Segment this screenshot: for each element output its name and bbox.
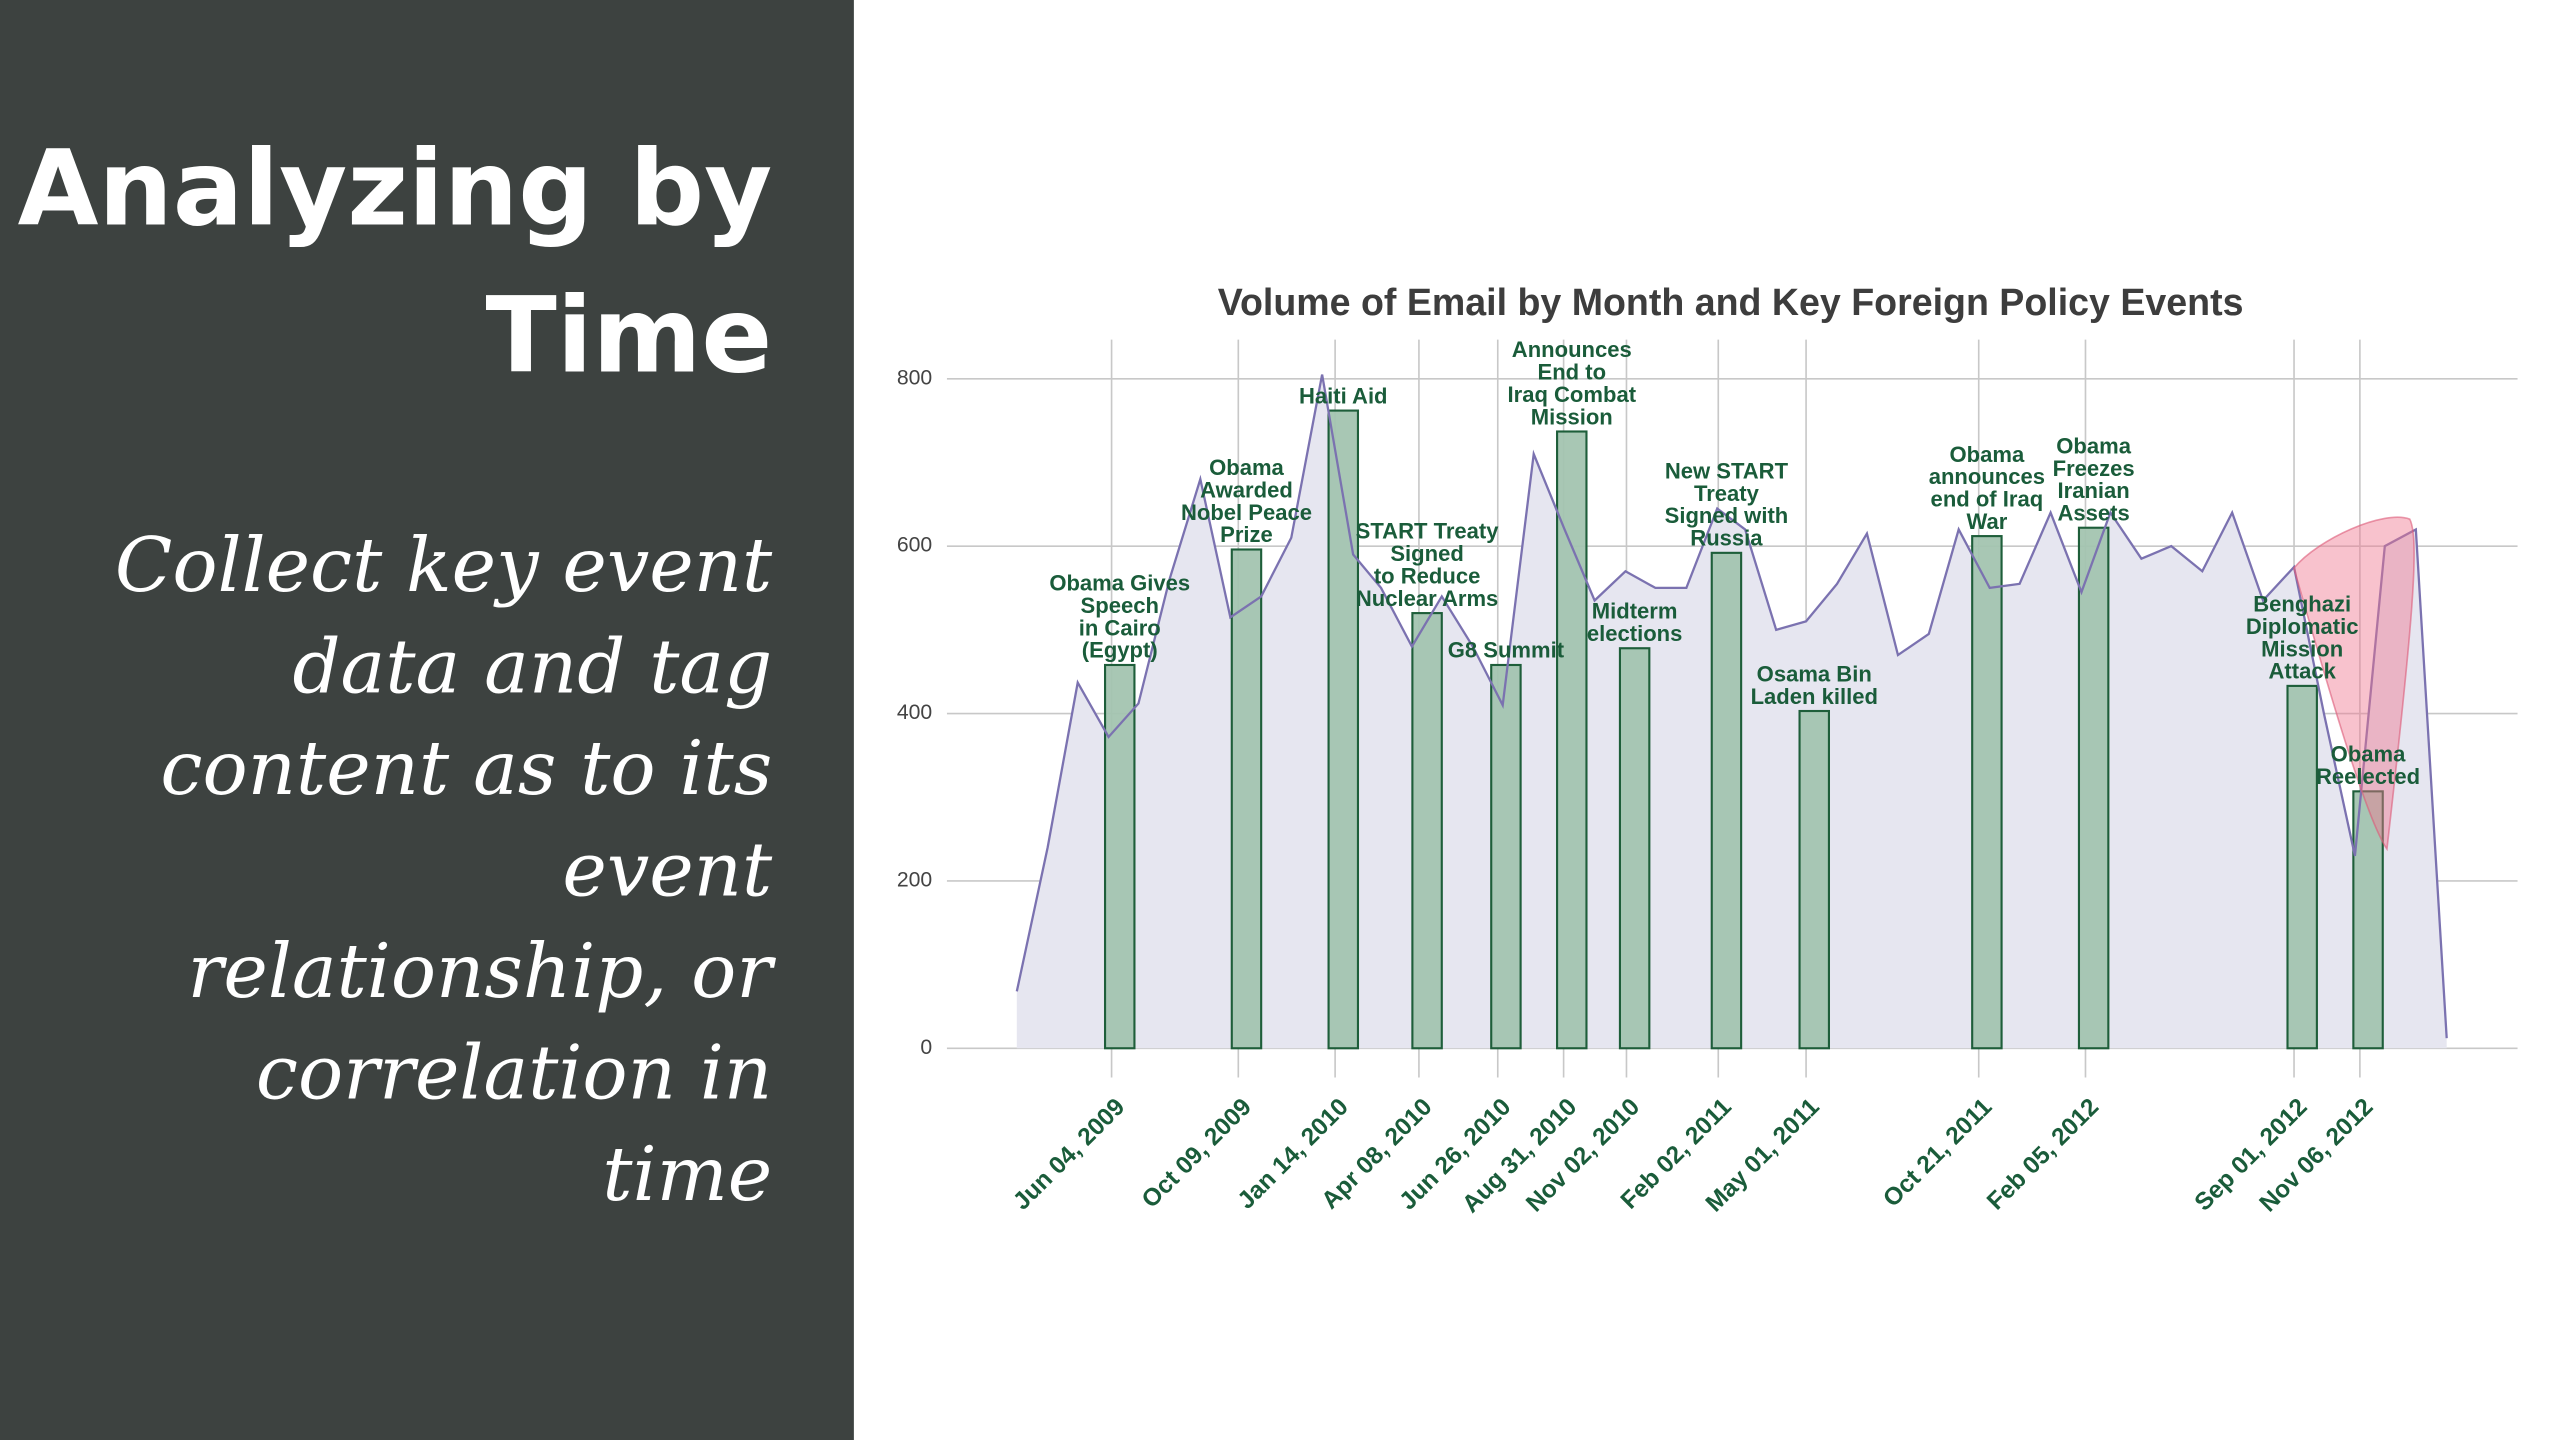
slide-body: data and tag (292, 622, 772, 710)
event-label: Freezes (2053, 456, 2135, 481)
event-label: Midterm (1592, 599, 1678, 624)
slide-body: content as to its (160, 724, 772, 812)
slide-body: event (562, 826, 773, 914)
slide-title: Time (485, 275, 772, 397)
slide-body: relationship, or (188, 927, 777, 1015)
event-label: (Egypt) (1082, 638, 1158, 663)
event-bar (2077, 526, 2110, 1050)
event-label: Nobel Peace (1181, 500, 1312, 525)
event-label: in Cairo (1079, 615, 1161, 640)
event-label: Nuclear Arms (1356, 586, 1498, 611)
event-label: G8 Summit (1448, 638, 1565, 663)
event-label: Prize (1220, 522, 1273, 547)
chart-title: Volume of Email by Month and Key Foreign… (1218, 281, 2244, 323)
event-label: Russia (1690, 526, 1763, 551)
y-tick-label: 600 (897, 534, 932, 557)
event-label: New START (1665, 459, 1789, 484)
event-label: to Reduce (1374, 563, 1481, 588)
event-label: Obama (1209, 455, 1284, 480)
event-bar (1230, 548, 1263, 1050)
event-label: War (1966, 509, 2007, 534)
event-label: Iranian (2058, 478, 2130, 503)
event-bar (1618, 647, 1651, 1050)
event-bar (1411, 612, 1443, 1050)
event-bar (1327, 409, 1360, 1050)
event-label: End to (1538, 360, 1607, 385)
event-bar (1971, 535, 2003, 1050)
event-label: Attack (2269, 659, 2337, 684)
slide-body: correlation in (256, 1029, 772, 1117)
highlight (2292, 516, 2415, 852)
y-tick-label: 0 (920, 1036, 932, 1059)
line (1015, 374, 2448, 1039)
event-label: Mission (2261, 636, 2343, 661)
event-bar (1490, 663, 1522, 1050)
event-label: Obama (1950, 442, 2025, 467)
event-bar (2286, 684, 2318, 1050)
y-tick-label: 800 (897, 366, 932, 389)
event-label: Haiti Aid (1299, 383, 1388, 408)
event-label: Obama (2331, 742, 2406, 767)
slide-body: Collect key event (115, 521, 773, 609)
event-label: Speech (1081, 593, 1159, 618)
event-label: Diplomatic (2246, 614, 2359, 639)
slide-title: Analyzing by (18, 128, 773, 250)
event-bar (1710, 551, 1743, 1050)
event-label: Announces (1512, 337, 1632, 362)
event-label: Obama Gives (1049, 571, 1190, 596)
event-bar (1798, 709, 1831, 1050)
event-label: end of Iraq (1931, 487, 2044, 512)
event-label: Treaty (1694, 481, 1760, 506)
event-label: Obama (2056, 433, 2131, 458)
event-label: Laden killed (1751, 684, 1878, 709)
chart: Volume of Email by Month and Key Foreign… (897, 281, 2518, 1218)
event-label: elections (1587, 621, 1683, 646)
y-tick-label: 200 (897, 869, 932, 892)
event-bar (2352, 790, 2384, 1050)
event-label: Osama Bin (1757, 661, 1872, 686)
side-panel (0, 0, 854, 1440)
event-bar (1103, 663, 1136, 1050)
event-label: Reelected (2316, 764, 2420, 789)
event-label: announces (1929, 464, 2045, 489)
event-label: Assets (2058, 501, 2130, 526)
event-label: Mission (1531, 404, 1613, 429)
event-label: START Treaty (1356, 519, 1500, 544)
slide-body: time (602, 1130, 772, 1218)
event-label: Benghazi (2253, 592, 2351, 617)
event-label: Signed with (1665, 503, 1789, 528)
event-label: Awarded (1200, 478, 1293, 503)
event-label: Iraq Combat (1508, 382, 1637, 407)
event-label: Signed (1390, 541, 1463, 566)
event-bar (1556, 430, 1588, 1050)
y-tick-label: 400 (897, 701, 932, 724)
